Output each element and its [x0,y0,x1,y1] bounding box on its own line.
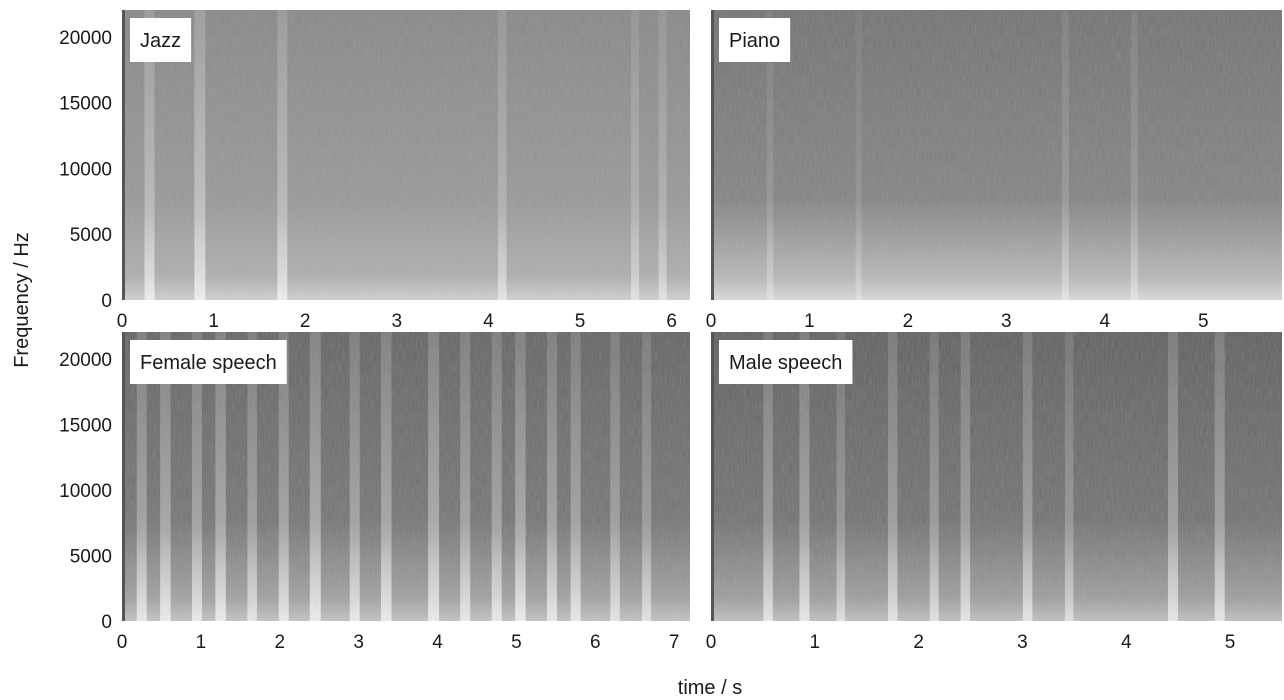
x-tick-label: 3 [1001,311,1012,332]
panel-title-box [719,18,791,62]
x-axis-label: time / s [678,677,742,699]
panel-title: Jazz [140,30,181,52]
y-tick-label: 20000 [59,350,112,371]
y-tick-label: 20000 [59,28,112,49]
y-tick-label: 5000 [70,546,112,567]
y-tick-label: 0 [101,291,112,312]
x-tick-label: 0 [706,632,717,653]
x-tick-label: 1 [196,632,207,653]
panel-left-edge [711,332,714,621]
x-tick-label: 0 [706,311,717,332]
y-tick-label: 10000 [59,481,112,502]
spectrogram-panel: Male speech 0 1 2 3 4 5 [706,332,1282,653]
x-tick-label: 1 [810,632,821,653]
panel-title-box [130,18,192,62]
panel-title: Male speech [729,352,842,374]
x-tick-label: 3 [1017,632,1028,653]
x-tick-label: 3 [392,311,403,332]
x-tick-label: 6 [590,632,601,653]
panel-title-box [130,340,287,384]
x-tick-label: 1 [804,311,815,332]
x-tick-label: 0 [117,632,128,653]
panel-left-edge [122,10,125,300]
x-tick-label: 4 [1100,311,1111,332]
x-tick-label: 7 [669,632,680,653]
x-tick-label: 2 [903,311,914,332]
panel-left-edge [711,10,714,300]
x-tick-label: 5 [1225,632,1236,653]
y-tick-label: 15000 [59,415,112,436]
x-tick-label: 5 [511,632,522,653]
x-tick-label: 5 [575,311,586,332]
x-tick-label: 4 [432,632,443,653]
panel-left-edge [122,332,125,621]
panel-title-box [719,340,853,384]
x-tick-label: 2 [300,311,311,332]
y-tick-label: 5000 [70,225,112,246]
y-tick-label: 15000 [59,94,112,115]
spectrogram-texture [122,10,690,300]
y-tick-label: 0 [101,612,112,633]
x-tick-label: 4 [1121,632,1132,653]
spectrogram-panel: Jazz 0 1 2 3 4 5 6 0 5000 10000 15000 20000 [59,10,690,332]
spectrogram-texture [711,10,1282,300]
x-tick-label: 3 [353,632,364,653]
spectrogram-panel: Piano 0 1 2 3 4 5 [706,10,1282,332]
x-tick-label: 2 [274,632,285,653]
spectrogram-panel: Female speech 0 1 2 3 4 5 6 7 0 5000 10000 15000 2000… [59,332,690,653]
x-tick-label: 2 [913,632,924,653]
x-tick-label: 4 [483,311,494,332]
panel-title: Piano [729,30,780,52]
panel-title: Female speech [140,352,277,374]
y-axis-label: Frequency / Hz [11,232,33,368]
x-tick-label: 1 [208,311,219,332]
x-tick-label: 5 [1198,311,1209,332]
x-tick-label: 6 [666,311,677,332]
y-tick-label: 10000 [59,159,112,180]
x-tick-label: 0 [117,311,128,332]
